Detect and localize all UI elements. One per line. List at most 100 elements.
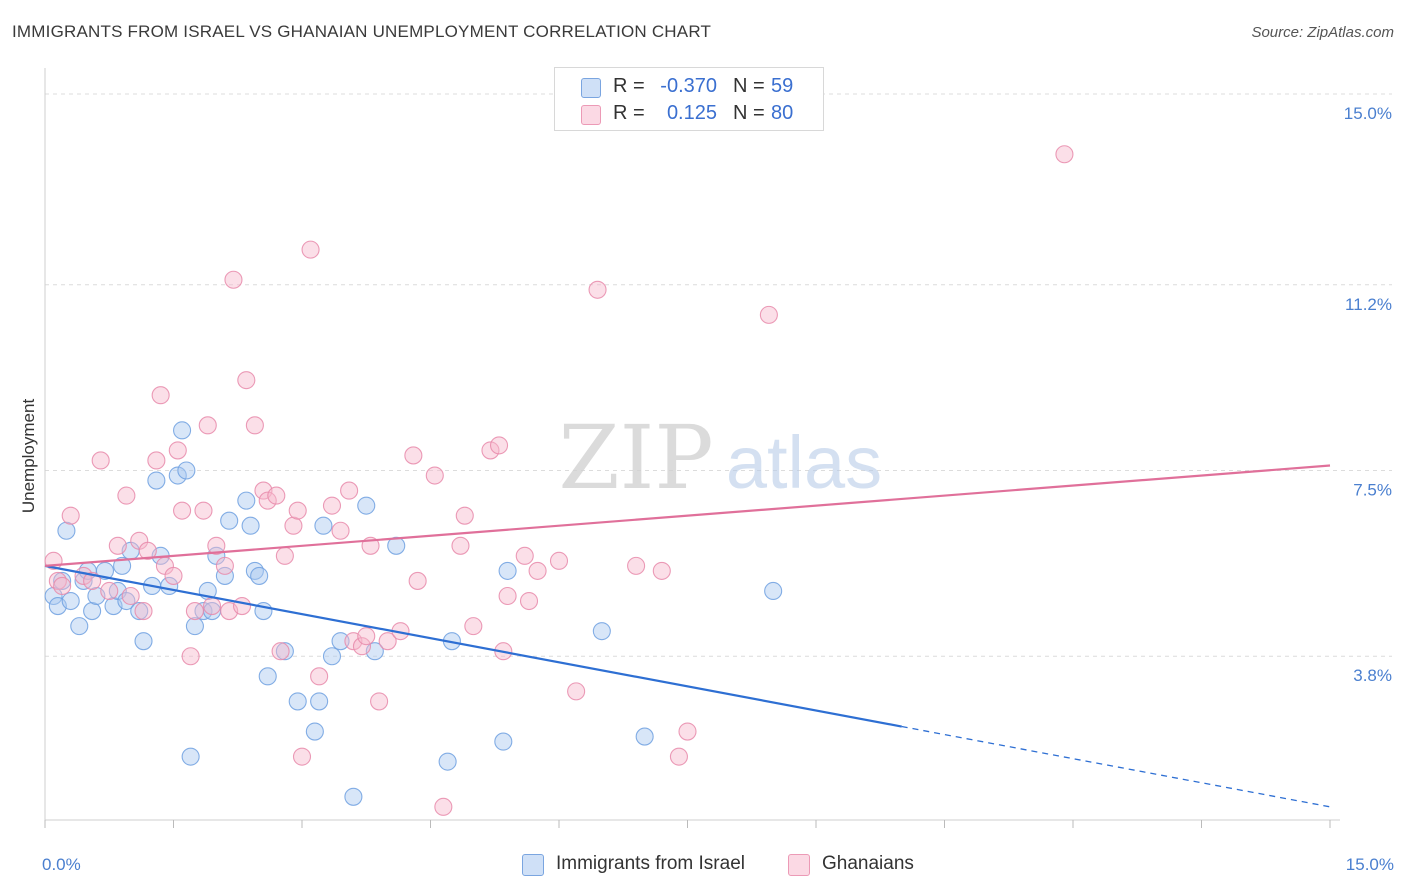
ghanaians-data-point xyxy=(515,546,534,565)
ghanaians-data-point xyxy=(669,747,688,766)
tick-labels: 3.8% 7.5% 11.2% 15.0% 0.0% 15.0% xyxy=(42,104,1394,874)
ghanaians-trend-line xyxy=(44,464,1331,567)
israel-data-point xyxy=(250,566,269,585)
israel-data-point xyxy=(357,496,376,515)
ghanaians-data-point xyxy=(519,591,539,611)
ghanaians-data-point xyxy=(489,436,509,455)
ghanaians-data-point xyxy=(378,632,397,651)
ghanaians-data-point xyxy=(185,602,204,621)
ghanaians-data-point xyxy=(340,481,359,500)
israel-data-point xyxy=(177,461,196,480)
ghanaians-data-point xyxy=(549,551,569,570)
watermark-zip: ZIP xyxy=(558,406,713,509)
israel-data-point xyxy=(258,667,277,686)
ghanaians-data-point xyxy=(91,451,110,470)
ghanaians-data-point xyxy=(53,576,72,596)
x-tick-label-max: 15.0% xyxy=(1346,855,1394,874)
ghanaians-data-point xyxy=(173,501,192,520)
correlation-legend: R = -0.370 N = 59 R = 0.125 N = 80 xyxy=(554,67,824,131)
ghanaians-data-point xyxy=(224,270,243,289)
y-tick-label: 3.8% xyxy=(1353,666,1392,685)
israel-data-point xyxy=(310,692,329,711)
legend-r-value: -0.370 xyxy=(660,75,717,97)
ghanaians-swatch-icon xyxy=(788,854,810,876)
ghanaians-data-point xyxy=(181,647,200,666)
israel-data-point xyxy=(173,421,192,440)
ghanaians-data-point xyxy=(134,602,153,621)
chart-title: IMMIGRANTS FROM ISRAEL VS GHANAIAN UNEMP… xyxy=(12,22,712,41)
ghanaians-data-point xyxy=(528,561,547,580)
israel-data-point xyxy=(113,556,132,575)
israel-data-point xyxy=(70,617,89,636)
ghanaians-data-point xyxy=(292,747,312,766)
x-tick-label-min: 0.0% xyxy=(42,855,81,874)
legend-label-israel: Immigrants from Israel xyxy=(556,853,745,874)
y-tick-label: 11.2% xyxy=(1345,295,1392,314)
ghanaians-data-point xyxy=(275,546,294,565)
israel-data-point xyxy=(494,732,513,751)
ghanaians-data-point xyxy=(1055,145,1074,164)
ghanaians-data-point xyxy=(215,556,234,575)
ghanaians-data-point xyxy=(198,416,217,435)
israel-data-point xyxy=(215,566,234,585)
watermark-atlas: atlas xyxy=(726,421,882,504)
israel-data-point xyxy=(387,536,406,555)
israel-data-point xyxy=(764,581,783,601)
legend-r-label: R = xyxy=(613,102,645,124)
ghanaians-data-point xyxy=(245,416,264,435)
ghanaians-data-point xyxy=(627,556,646,575)
gridlines xyxy=(45,93,1392,657)
legend-r-label: R = xyxy=(613,75,645,97)
legend-r-value: 0.125 xyxy=(666,102,717,124)
ghanaians-data-point xyxy=(425,466,444,485)
ghanaians-data-point xyxy=(267,486,286,505)
ghanaians-data-point xyxy=(258,491,277,510)
y-axis-label: Unemployment xyxy=(19,399,38,514)
israel-trend-extension xyxy=(901,725,1331,808)
ghanaians-data-point xyxy=(322,496,342,515)
ghanaians-data-point xyxy=(288,501,307,520)
ghanaians-data-point xyxy=(464,617,483,636)
legend-n-label: N = xyxy=(733,75,765,97)
israel-trend-line xyxy=(44,564,902,728)
israel-data-point xyxy=(498,561,517,580)
legend-row-ghanaians: R = 0.125 N = 80 xyxy=(555,101,823,127)
legend-n-label: N = xyxy=(733,102,765,124)
israel-data-point xyxy=(305,722,324,741)
y-tick-label: 7.5% xyxy=(1353,481,1392,500)
ghanaians-data-point xyxy=(168,441,187,460)
ghanaians-data-point xyxy=(271,642,290,661)
ghanaians-data-point xyxy=(451,536,470,555)
israel-data-point xyxy=(322,647,342,666)
ghanaians-data-point xyxy=(652,561,671,580)
israel-data-point xyxy=(344,787,363,806)
ghanaians-data-point xyxy=(567,682,586,701)
israel-swatch-icon xyxy=(581,78,601,98)
israel-data-point xyxy=(147,471,166,490)
ghanaians-data-point xyxy=(481,441,500,460)
ghanaians-data-point xyxy=(100,581,119,601)
ghanaians-data-point xyxy=(232,596,252,616)
ghanaians-data-point xyxy=(301,240,320,259)
legend-row-israel: R = -0.370 N = 59 xyxy=(555,74,823,100)
israel-swatch-icon xyxy=(522,854,544,876)
ghanaians-data-point xyxy=(588,280,607,299)
israel-data-point xyxy=(83,602,102,621)
y-tick-label: 15.0% xyxy=(1344,104,1392,123)
ghanaians-data-point xyxy=(331,521,350,540)
israel-data-point xyxy=(331,632,350,651)
ghanaians-data-point xyxy=(284,516,303,535)
ghanaians-data-point xyxy=(83,571,102,590)
ghanaians-data-point xyxy=(138,541,157,560)
israel-data-point xyxy=(592,622,611,641)
ghanaians-data-point xyxy=(207,536,226,555)
ghanaians-data-point xyxy=(434,797,453,816)
israel-data-point xyxy=(185,617,204,636)
israel-data-point xyxy=(288,692,307,711)
israel-data-point xyxy=(438,752,457,771)
ghanaians-swatch-icon xyxy=(581,105,601,125)
ghanaians-data-point xyxy=(352,637,372,656)
ghanaians-data-point xyxy=(404,446,423,465)
israel-data-point xyxy=(130,602,149,621)
